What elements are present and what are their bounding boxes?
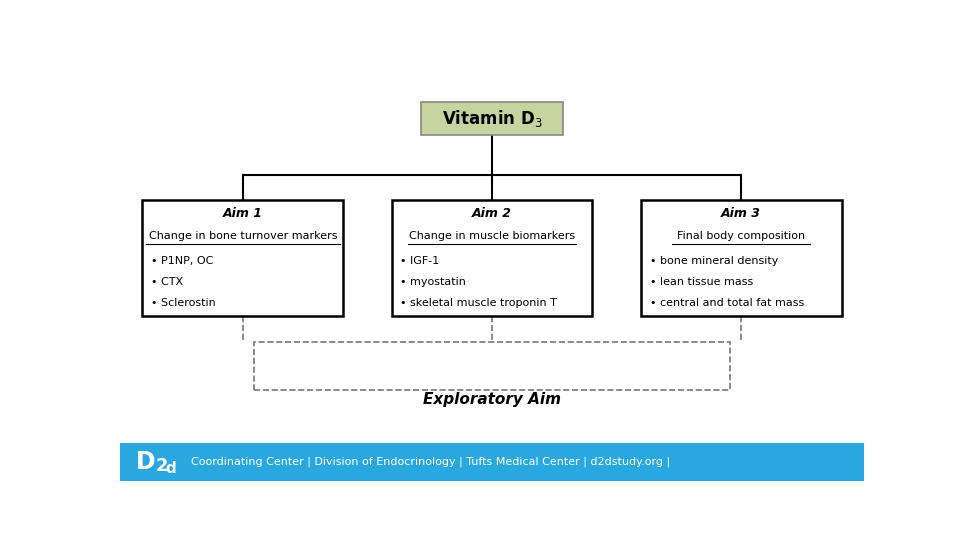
Text: d: d [165, 461, 176, 476]
Text: Aim 1: Aim 1 [223, 207, 263, 220]
Text: • bone mineral density: • bone mineral density [650, 256, 779, 266]
Text: Final body composition: Final body composition [677, 231, 805, 241]
Text: Aim 3: Aim 3 [721, 207, 761, 220]
Text: Change in bone turnover markers: Change in bone turnover markers [149, 231, 337, 241]
Text: Exploratory Aim: Exploratory Aim [423, 392, 561, 407]
Text: • myostatin: • myostatin [400, 277, 467, 287]
Text: • IGF-1: • IGF-1 [400, 256, 440, 266]
Text: • skeletal muscle troponin T: • skeletal muscle troponin T [400, 298, 558, 308]
Text: Coordinating Center | Division of Endocrinology | Tufts Medical Center | d2dstud: Coordinating Center | Division of Endocr… [191, 457, 670, 467]
FancyBboxPatch shape [392, 200, 592, 316]
Text: • lean tissue mass: • lean tissue mass [650, 277, 753, 287]
Text: D: D [136, 450, 156, 474]
Text: • Sclerostin: • Sclerostin [152, 298, 216, 308]
Text: 2: 2 [156, 457, 168, 475]
Text: • P1NP, OC: • P1NP, OC [152, 256, 214, 266]
Text: • CTX: • CTX [152, 277, 183, 287]
Text: Vitamin D$_3$: Vitamin D$_3$ [442, 109, 542, 130]
Text: Aim 2: Aim 2 [472, 207, 512, 220]
FancyBboxPatch shape [120, 443, 864, 481]
FancyBboxPatch shape [421, 102, 563, 136]
Text: • central and total fat mass: • central and total fat mass [650, 298, 804, 308]
FancyBboxPatch shape [142, 200, 344, 316]
FancyBboxPatch shape [641, 200, 842, 316]
Text: Change in muscle biomarkers: Change in muscle biomarkers [409, 231, 575, 241]
